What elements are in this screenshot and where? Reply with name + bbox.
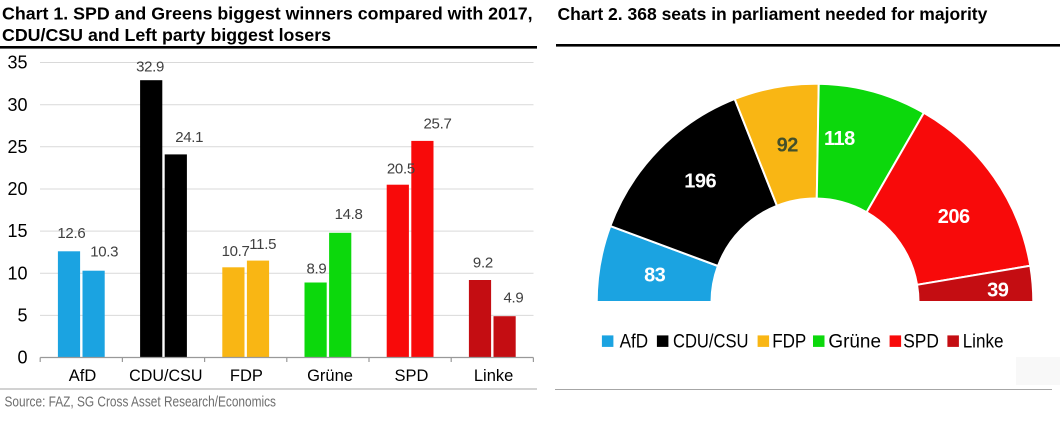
svg-text:25: 25 bbox=[7, 137, 27, 157]
svg-text:15: 15 bbox=[7, 221, 27, 241]
svg-text:25.7: 25.7 bbox=[424, 115, 452, 132]
svg-text:SPD: SPD bbox=[903, 332, 939, 353]
svg-text:196: 196 bbox=[684, 170, 716, 192]
svg-text:Chart 2. 368 seats in parliame: Chart 2. 368 seats in parliament needed … bbox=[558, 4, 988, 24]
svg-text:14.8: 14.8 bbox=[335, 206, 363, 223]
svg-text:SPD: SPD bbox=[395, 367, 429, 385]
svg-text:118: 118 bbox=[824, 128, 855, 150]
svg-text:10.3: 10.3 bbox=[90, 244, 118, 261]
svg-text:FDP: FDP bbox=[772, 332, 806, 353]
svg-text:Grüne: Grüne bbox=[307, 367, 353, 385]
svg-text:12.6: 12.6 bbox=[57, 225, 85, 242]
svg-text:9.2: 9.2 bbox=[473, 254, 493, 271]
svg-text:AfD: AfD bbox=[69, 367, 97, 385]
svg-text:Chart 1. SPD and Greens bigges: Chart 1. SPD and Greens biggest winners … bbox=[2, 4, 533, 24]
svg-text:39: 39 bbox=[987, 279, 1009, 301]
svg-text:30: 30 bbox=[7, 95, 27, 115]
svg-text:CDU/CSU: CDU/CSU bbox=[129, 367, 202, 385]
svg-text:10.7: 10.7 bbox=[222, 243, 250, 260]
svg-text:Linke: Linke bbox=[963, 332, 1004, 353]
svg-text:10: 10 bbox=[7, 263, 27, 283]
svg-text:35: 35 bbox=[7, 53, 27, 73]
svg-text:CDU/CSU and Left party biggest: CDU/CSU and Left party biggest losers bbox=[2, 25, 331, 45]
svg-text:20.5: 20.5 bbox=[387, 160, 415, 177]
svg-text:Grüne: Grüne bbox=[828, 332, 881, 353]
svg-text:0: 0 bbox=[17, 348, 27, 368]
svg-text:83: 83 bbox=[644, 265, 666, 287]
svg-text:Linke: Linke bbox=[474, 367, 513, 385]
svg-text:AfD: AfD bbox=[620, 332, 649, 353]
svg-text:8.9: 8.9 bbox=[307, 260, 327, 277]
svg-text:20: 20 bbox=[7, 179, 27, 199]
svg-text:206: 206 bbox=[938, 206, 970, 228]
svg-text:92: 92 bbox=[777, 135, 799, 157]
svg-text:5: 5 bbox=[17, 306, 27, 326]
svg-text:FDP: FDP bbox=[230, 367, 263, 385]
svg-text:32.9: 32.9 bbox=[136, 59, 164, 76]
svg-text:24.1: 24.1 bbox=[175, 129, 203, 146]
svg-text:11.5: 11.5 bbox=[249, 236, 276, 253]
svg-text:4.9: 4.9 bbox=[504, 290, 524, 307]
svg-text:CDU/CSU: CDU/CSU bbox=[673, 332, 749, 353]
svg-text:Source: FAZ, SG Cross Asset Re: Source: FAZ, SG Cross Asset Research/Eco… bbox=[5, 394, 277, 411]
